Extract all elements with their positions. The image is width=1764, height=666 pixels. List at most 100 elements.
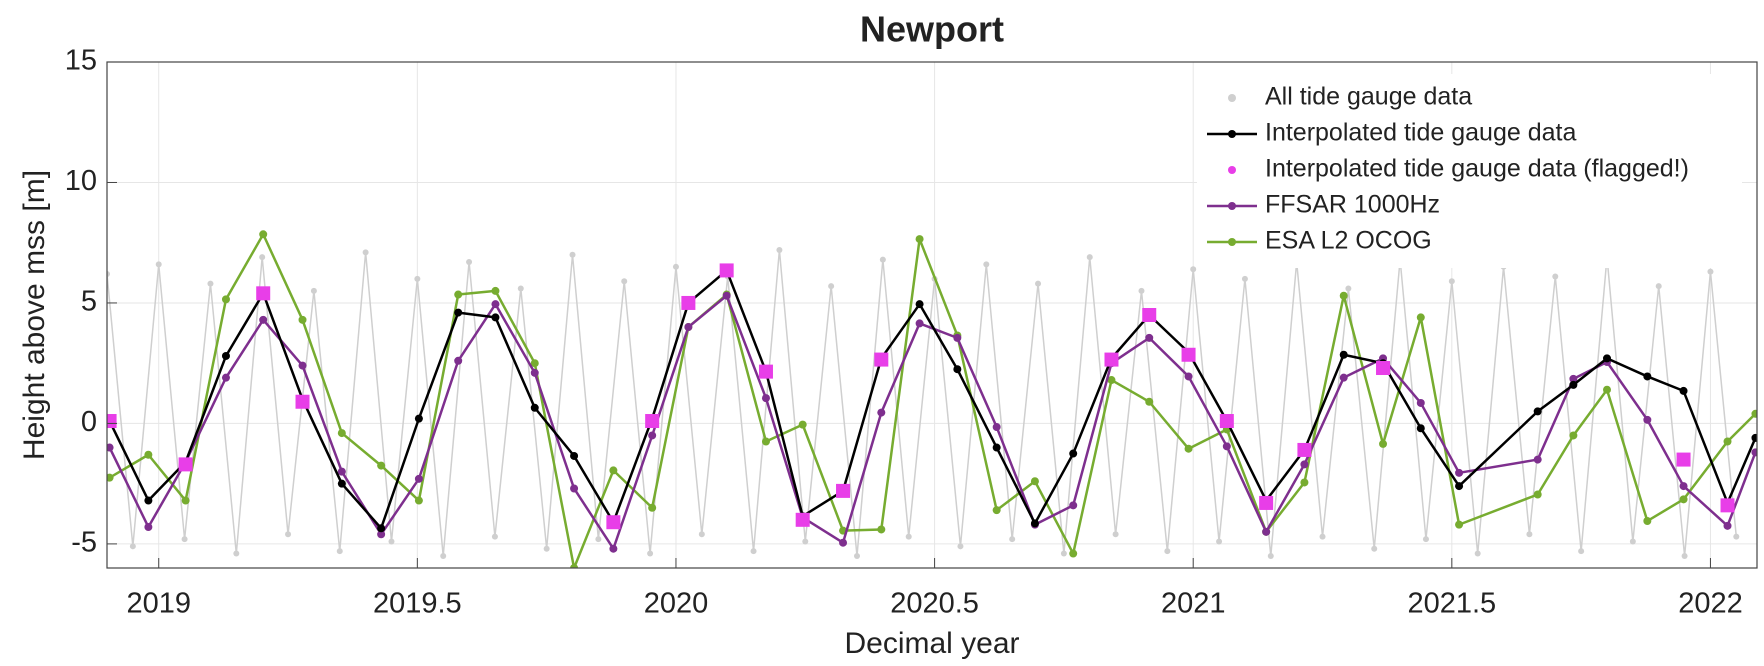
marker — [1222, 442, 1231, 451]
marker — [681, 295, 696, 310]
marker — [491, 533, 498, 540]
x-tick-label: 2020.5 — [890, 588, 979, 620]
x-tick-label: 2019 — [126, 588, 191, 620]
marker — [221, 295, 230, 304]
x-tick-label: 2021 — [1161, 588, 1226, 620]
marker — [957, 543, 964, 550]
marker — [1241, 275, 1248, 282]
marker — [454, 308, 463, 317]
x-tick-label: 2020 — [644, 588, 709, 620]
y-tick-label: 10 — [65, 165, 97, 197]
marker — [877, 408, 886, 417]
marker — [1379, 439, 1388, 448]
marker — [1297, 442, 1312, 457]
marker — [256, 286, 271, 301]
marker — [1751, 433, 1757, 442]
marker — [221, 373, 230, 382]
marker — [1416, 424, 1425, 433]
legend-marker — [1228, 238, 1236, 246]
marker — [1733, 533, 1740, 540]
marker — [992, 423, 1001, 432]
marker — [285, 531, 292, 538]
marker — [1416, 313, 1425, 322]
legend-label: Interpolated tide gauge data (flagged!) — [1265, 155, 1689, 183]
legend-marker — [1228, 166, 1236, 174]
legend: All tide gauge data Interpolated tide gau… — [1197, 74, 1742, 268]
marker — [1300, 460, 1309, 469]
y-axis-label: Height above mss [m] — [18, 170, 51, 460]
marker — [1060, 550, 1067, 557]
x-tick-label: 2021.5 — [1407, 588, 1496, 620]
y-tick-label: 15 — [65, 45, 97, 77]
marker — [698, 531, 705, 538]
marker — [1533, 490, 1542, 499]
marker — [1086, 254, 1093, 261]
marker — [155, 261, 162, 268]
marker — [1422, 536, 1429, 543]
legend-marker — [1228, 202, 1236, 210]
y-tick-label: -5 — [71, 527, 97, 559]
marker — [570, 451, 579, 460]
marker — [1112, 531, 1119, 538]
marker — [1643, 517, 1652, 526]
marker — [1142, 308, 1157, 322]
marker — [795, 512, 810, 527]
marker — [1629, 538, 1636, 545]
marker — [915, 319, 924, 328]
chart-title: Newport — [860, 9, 1004, 50]
marker — [648, 503, 657, 512]
marker — [295, 394, 310, 409]
marker — [207, 280, 214, 287]
marker — [517, 285, 524, 292]
marker — [377, 530, 386, 539]
marker — [1069, 449, 1078, 458]
marker — [915, 300, 924, 309]
marker — [1603, 385, 1611, 394]
marker — [1720, 498, 1735, 513]
marker — [1751, 448, 1757, 457]
marker — [107, 271, 110, 278]
marker — [414, 496, 423, 505]
marker — [178, 457, 193, 472]
marker — [647, 550, 654, 557]
marker — [569, 251, 576, 258]
marker — [672, 263, 679, 270]
marker — [107, 473, 114, 482]
marker — [362, 249, 369, 256]
marker — [530, 368, 539, 377]
marker — [836, 483, 851, 498]
marker — [337, 479, 346, 488]
marker — [530, 359, 539, 368]
marker — [1455, 520, 1464, 529]
marker — [1533, 455, 1542, 464]
marker — [377, 524, 386, 533]
marker — [1526, 531, 1533, 538]
marker — [454, 290, 463, 299]
marker — [1300, 478, 1309, 487]
marker — [233, 550, 240, 557]
marker — [570, 564, 579, 568]
marker — [1181, 347, 1196, 362]
marker — [1578, 548, 1585, 555]
marker — [992, 506, 1001, 515]
legend-box — [1197, 74, 1742, 268]
legend-label: All tide gauge data — [1265, 83, 1472, 111]
marker — [1262, 527, 1271, 536]
marker — [1569, 431, 1578, 440]
marker — [1655, 283, 1662, 290]
marker — [414, 414, 423, 423]
marker — [1319, 533, 1326, 540]
marker — [221, 351, 230, 360]
marker — [983, 261, 990, 268]
x-tick-label: 2019.5 — [373, 588, 462, 620]
marker — [684, 323, 693, 332]
marker — [1681, 552, 1688, 559]
marker — [388, 538, 395, 545]
marker — [648, 431, 657, 440]
marker — [543, 545, 550, 552]
marker — [298, 361, 307, 370]
marker — [144, 523, 153, 532]
marker — [1069, 501, 1078, 510]
marker — [1035, 280, 1042, 287]
